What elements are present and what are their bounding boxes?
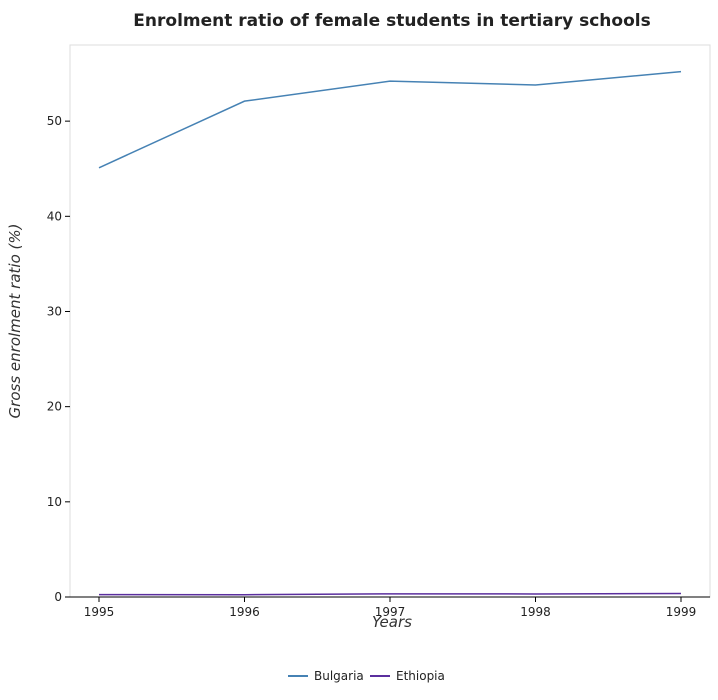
x-tick-label: 1998 xyxy=(520,605,551,619)
chart-title: Enrolment ratio of female students in te… xyxy=(133,11,650,31)
x-tick-label: 1995 xyxy=(84,605,115,619)
series-group xyxy=(98,70,682,596)
x-axis: 1995 1996 1997 1998 1999 xyxy=(84,597,697,619)
y-tick-label: 10 xyxy=(47,495,62,509)
x-axis-label: Years xyxy=(372,613,412,631)
legend-label-ethiopia: Ethiopia xyxy=(396,669,445,683)
plot-area xyxy=(69,44,711,598)
x-tick-label: 1997 xyxy=(375,605,406,619)
y-tick-label: 20 xyxy=(47,400,62,414)
legend-label-bulgaria: Bulgaria xyxy=(314,669,364,683)
x-tick-label: 1996 xyxy=(229,605,260,619)
series-line-bulgaria xyxy=(98,70,682,169)
series-line-ethiopia xyxy=(98,592,682,596)
y-axis: 0 10 20 30 40 50 xyxy=(47,114,70,604)
y-axis-label: Gross enrolment ratio (%) xyxy=(6,224,24,419)
y-tick-label: 50 xyxy=(47,114,62,128)
y-tick-label: 40 xyxy=(47,209,62,223)
x-tick-label: 1999 xyxy=(666,605,697,619)
y-tick-label: 30 xyxy=(47,304,62,318)
y-tick-label: 0 xyxy=(54,590,62,604)
legend: Bulgaria Ethiopia xyxy=(288,669,445,683)
plot-frame xyxy=(69,44,711,598)
